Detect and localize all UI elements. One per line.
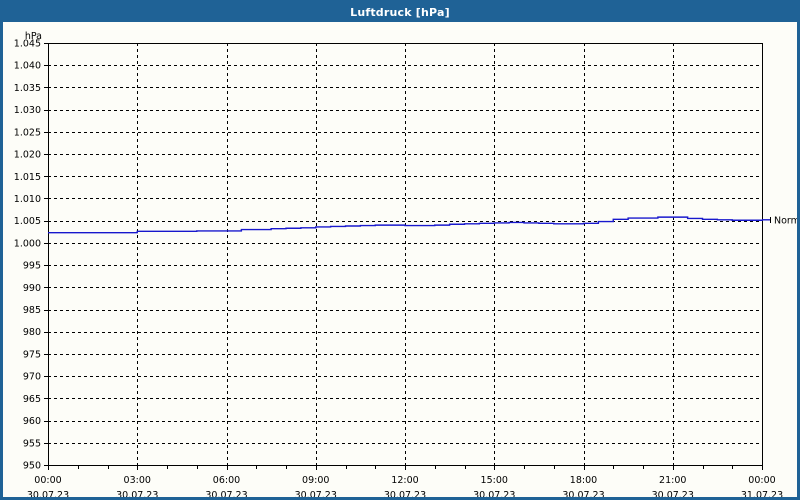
legend-group: Normal bbox=[762, 215, 797, 226]
window-title-bar: Luftdruck [hPa] bbox=[3, 3, 797, 22]
tick-marks-group bbox=[44, 43, 763, 470]
x-tick-label-date: 30.07.23 bbox=[116, 490, 158, 497]
x-tick-label-date: 30.07.23 bbox=[384, 490, 426, 497]
x-tick-label-date: 30.07.23 bbox=[652, 490, 694, 497]
y-tick-label: 1.005 bbox=[14, 216, 41, 227]
x-tick-label-date: 31.07.23 bbox=[741, 490, 783, 497]
y-tick-label: 990 bbox=[23, 283, 41, 294]
series-group bbox=[48, 216, 763, 234]
y-tick-label: 1.025 bbox=[14, 127, 41, 138]
x-tick-label-date: 30.07.23 bbox=[295, 490, 337, 497]
axis-frame-top-right bbox=[48, 43, 763, 466]
y-tick-label: 1.000 bbox=[14, 238, 41, 249]
x-tick-label-time: 18:00 bbox=[570, 475, 597, 486]
x-tick-label-time: 00:00 bbox=[34, 475, 61, 486]
y-tick-label: 1.015 bbox=[14, 172, 41, 183]
y-tick-label: 1.040 bbox=[14, 61, 41, 72]
x-tick-label-time: 15:00 bbox=[481, 475, 508, 486]
y-tick-label: 975 bbox=[23, 349, 41, 360]
x-tick-label-date: 30.07.23 bbox=[562, 490, 604, 497]
x-tick-label-time: 03:00 bbox=[124, 475, 151, 486]
x-tick-label-time: 06:00 bbox=[213, 475, 240, 486]
y-axis-unit-label: hPa bbox=[25, 31, 42, 42]
y-tick-label: 1.035 bbox=[14, 83, 41, 94]
page-title: Luftdruck [hPa] bbox=[350, 6, 450, 19]
chart-plot-area: hPa 1.045 1.040 1.035 1.030 1.025 1.020 1.015 1.… bbox=[3, 22, 797, 497]
y-tick-label: 1.010 bbox=[14, 194, 41, 205]
y-tick-label: 1.020 bbox=[14, 150, 41, 161]
x-tick-label-time: 21:00 bbox=[659, 475, 686, 486]
y-tick-label: 960 bbox=[23, 416, 41, 427]
x-tick-label-date: 30.07.23 bbox=[27, 490, 69, 497]
x-tick-label-time: 12:00 bbox=[391, 475, 418, 486]
gridlines-group bbox=[48, 43, 762, 466]
y-tick-label: 1.045 bbox=[14, 39, 41, 50]
y-tick-label: 950 bbox=[23, 461, 41, 472]
x-tick-label-time: 00:00 bbox=[748, 475, 775, 486]
y-tick-label: 955 bbox=[23, 438, 41, 449]
y-tick-label: 985 bbox=[23, 305, 41, 316]
x-tick-label-date: 30.07.23 bbox=[205, 490, 247, 497]
legend-label-normal: Normal bbox=[774, 215, 797, 226]
y-tick-label: 995 bbox=[23, 261, 41, 272]
y-tick-label: 965 bbox=[23, 394, 41, 405]
y-tick-label: 1.030 bbox=[14, 105, 41, 116]
x-tick-label-date: 30.07.23 bbox=[473, 490, 515, 497]
series-line-normal bbox=[48, 216, 763, 234]
x-tick-label-time: 09:00 bbox=[302, 475, 329, 486]
x-axis-labels-group: 00:00 30.07.23 03:00 30.07.23 06:00 30.07.23 0… bbox=[27, 475, 783, 497]
y-tick-label: 980 bbox=[23, 327, 41, 338]
y-tick-label: 970 bbox=[23, 372, 41, 383]
